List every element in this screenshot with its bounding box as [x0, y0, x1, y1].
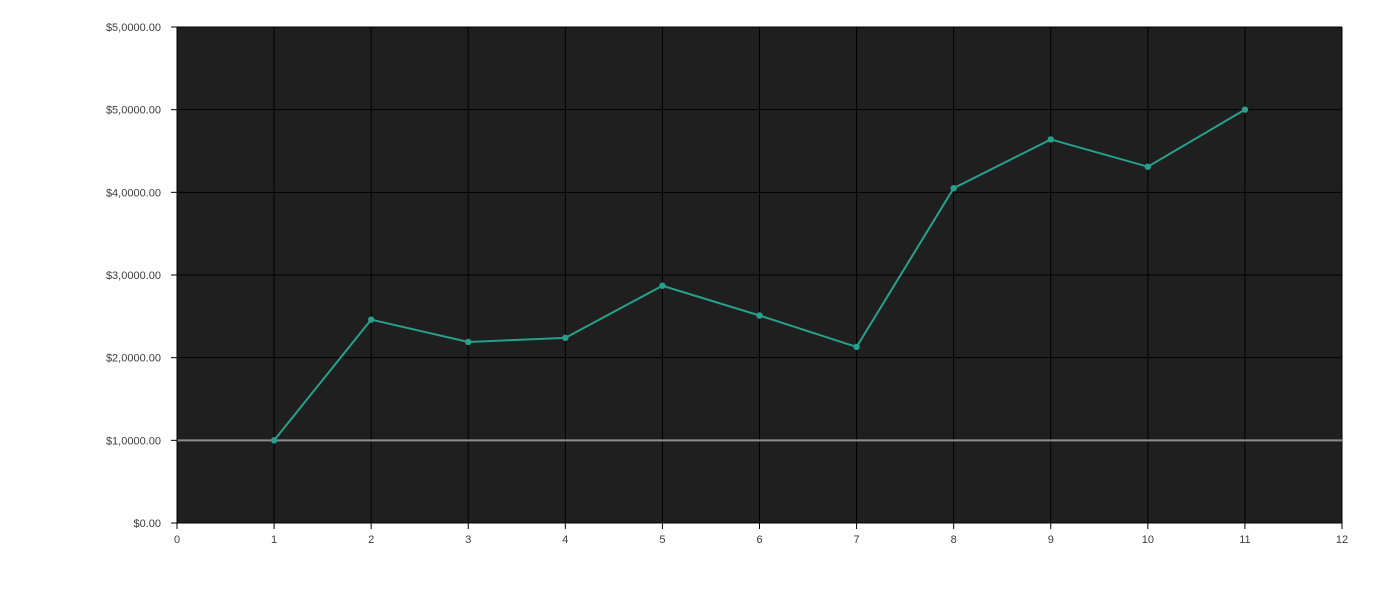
data-point-5: [659, 282, 666, 289]
y-tick-label-1: $1,0000.00: [106, 435, 161, 447]
x-tick-label-11: 11: [1239, 534, 1250, 546]
y-tick-label-2: $2,0000.00: [106, 353, 161, 365]
data-point-7: [853, 343, 860, 351]
series-group: [270, 106, 1249, 444]
data-point-1: [270, 437, 278, 444]
x-tick-label-10: 10: [1142, 534, 1154, 546]
x-tick-label-1: 1: [271, 534, 277, 546]
data-point-11: [1241, 106, 1249, 113]
y-tick-label-6: $5,0000.00: [106, 22, 161, 34]
x-tick-label-12: 12: [1336, 534, 1348, 546]
y-tick-label-3: $3,0000.00: [106, 270, 161, 282]
axes-group: [171, 26, 1343, 529]
x-tick-label-9: 9: [1048, 534, 1054, 546]
data-point-3: [465, 338, 472, 346]
data-point-10: [1144, 163, 1152, 170]
data-point-8: [950, 185, 957, 192]
data-point-4: [562, 334, 569, 342]
x-tick-label-2: 2: [368, 534, 374, 546]
x-tick-label-5: 5: [659, 534, 665, 546]
x-tick-label-7: 7: [854, 534, 860, 546]
data-point-2: [367, 316, 375, 323]
y-tick-label-4: $4,0000.00: [106, 187, 161, 199]
data-point-9: [1047, 136, 1054, 143]
x-tick-label-0: 0: [174, 534, 180, 546]
x-tick-label-4: 4: [562, 534, 568, 546]
y-tick-label-0: $0.00: [133, 518, 161, 530]
data-point-6: [756, 312, 763, 319]
x-tick-label-8: 8: [951, 534, 957, 546]
y-tick-label-5: $5,0000.00: [106, 105, 161, 117]
x-tick-label-6: 6: [756, 534, 762, 546]
tick-labels-group: 0 1 2 3 4 5 6 7 8 9 10 11 12$0.00$1,0000.00$2,0000.0…: [106, 22, 1348, 546]
x-tick-label-3: 3: [465, 534, 471, 546]
